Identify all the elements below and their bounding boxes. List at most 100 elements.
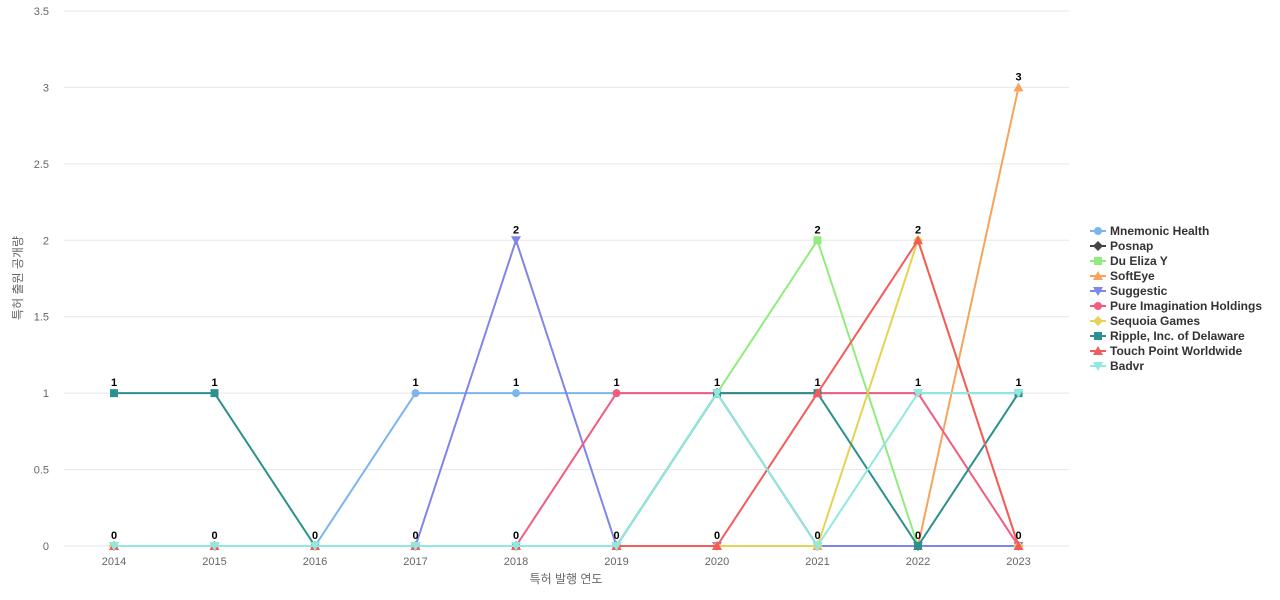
- legend-item[interactable]: SoftEye: [1090, 269, 1155, 283]
- data-label: 2: [814, 224, 820, 236]
- data-point: [712, 389, 722, 399]
- y-tick-label: 1: [43, 388, 49, 400]
- data-point: [109, 542, 119, 551]
- legend-item[interactable]: Mnemonic Health: [1090, 224, 1209, 238]
- data-point: [210, 389, 219, 398]
- y-axis-title: 특허 출원 공개량: [11, 236, 25, 320]
- data-label: 1: [111, 377, 117, 389]
- legend-label: Touch Point Worldwide: [1110, 344, 1243, 358]
- y-tick-label: 2.5: [34, 159, 49, 171]
- legend-item[interactable]: Sequoia Games: [1090, 314, 1200, 328]
- data-label: 0: [111, 530, 117, 542]
- data-point: [913, 389, 923, 399]
- legend-label: Ripple, Inc. of Delaware: [1110, 329, 1245, 343]
- x-tick-label: 2014: [102, 556, 126, 568]
- data-label: 0: [814, 530, 820, 542]
- x-tick-label: 2021: [805, 556, 829, 568]
- data-label: 0: [915, 530, 921, 542]
- x-tick-label: 2015: [202, 556, 226, 568]
- data-point: [1013, 82, 1024, 92]
- legend-label: Badvr: [1110, 359, 1144, 373]
- data-label: 0: [714, 530, 720, 542]
- legend-item[interactable]: Ripple, Inc. of Delaware: [1090, 329, 1245, 343]
- y-axis-ticks: 0 0.5 1 1.5 2 2.5 3 3.5: [34, 6, 49, 553]
- legend-swatch-marker: [1094, 227, 1102, 235]
- x-tick-label: 2020: [705, 556, 729, 568]
- x-tick-label: 2023: [1006, 556, 1030, 568]
- legend-item[interactable]: Posnap: [1090, 239, 1153, 253]
- legend-item[interactable]: Badvr: [1090, 359, 1144, 373]
- data-point: [310, 542, 320, 551]
- data-label: 0: [1015, 530, 1021, 542]
- x-axis-ticks: 2014 2015 2016 2017 2018 2019 2020 2021 2022 2023: [102, 556, 1031, 568]
- data-point: [914, 542, 922, 550]
- data-point: [612, 389, 621, 398]
- data-label: 1: [714, 377, 720, 389]
- data-label: 3: [1015, 71, 1021, 83]
- legend-swatch-marker: [1093, 241, 1103, 251]
- data-label: 1: [1015, 377, 1021, 389]
- data-label: 2: [915, 224, 921, 236]
- legend-swatch-marker: [1093, 316, 1103, 326]
- x-tick-label: 2022: [906, 556, 930, 568]
- grid-lines: [64, 10, 1069, 547]
- legend-swatch-marker: [1094, 257, 1102, 265]
- data-label: 1: [211, 377, 217, 389]
- data-label: 0: [312, 530, 318, 542]
- data-point: [110, 389, 118, 398]
- legend-label: Sequoia Games: [1110, 314, 1200, 328]
- data-label: 0: [412, 530, 418, 542]
- legend-label: Du Eliza Y: [1110, 254, 1168, 268]
- data-label: 1: [613, 377, 619, 389]
- data-point: [913, 235, 923, 245]
- data-point: [1013, 541, 1024, 550]
- legend-item[interactable]: Touch Point Worldwide: [1090, 344, 1243, 358]
- legend-label: SoftEye: [1110, 269, 1155, 283]
- legend-swatch-marker: [1093, 346, 1103, 355]
- x-tick-label: 2019: [604, 556, 628, 568]
- data-point: [410, 542, 421, 551]
- data-point: [813, 236, 822, 245]
- y-tick-label: 1.5: [34, 312, 49, 324]
- data-point: [511, 542, 521, 551]
- data-point: [209, 542, 220, 551]
- x-tick-label: 2017: [403, 556, 427, 568]
- legend-label: Pure Imagination Holdings: [1110, 299, 1262, 313]
- y-tick-label: 3: [43, 82, 49, 94]
- legend-item[interactable]: Du Eliza Y: [1090, 254, 1168, 268]
- legend-label: Posnap: [1110, 239, 1153, 253]
- legend-item[interactable]: Pure Imagination Holdings: [1090, 299, 1262, 313]
- y-tick-label: 2: [43, 235, 49, 247]
- data-point: [712, 541, 722, 550]
- legend-swatch-marker: [1093, 287, 1103, 296]
- legend-swatch-marker: [1093, 271, 1103, 280]
- data-label: 1: [412, 377, 418, 389]
- data-point: [511, 236, 521, 246]
- x-tick-label: 2016: [303, 556, 327, 568]
- data-point: [611, 542, 622, 551]
- data-label: 0: [613, 530, 619, 542]
- data-point: [812, 388, 823, 398]
- data-label: 0: [513, 530, 519, 542]
- legend-label: Suggestic: [1110, 284, 1168, 298]
- legend-item[interactable]: Suggestic: [1090, 284, 1168, 298]
- data-label: 2: [513, 224, 519, 236]
- x-tick-label: 2018: [504, 556, 528, 568]
- y-tick-label: 0.5: [34, 465, 49, 477]
- series-line: [114, 392, 1019, 547]
- data-label: 1: [513, 377, 519, 389]
- legend-swatch-marker: [1093, 362, 1103, 371]
- series-9: [109, 389, 1024, 551]
- data-labels: 1 0 1 0 0 1 0 2 1 0 1 0 1 0 2 1 0 2 1 0 3 1 0: [111, 71, 1022, 542]
- data-point: [512, 389, 520, 398]
- data-label: 1: [915, 377, 921, 389]
- data-point: [1013, 389, 1024, 399]
- legend-label: Mnemonic Health: [1110, 224, 1209, 238]
- data-label: 1: [814, 377, 820, 389]
- y-tick-label: 0: [43, 541, 49, 553]
- series-layer: [109, 82, 1024, 551]
- x-axis-title: 특허 발행 연도: [530, 571, 603, 586]
- data-point: [411, 389, 420, 398]
- data-point: [812, 542, 823, 551]
